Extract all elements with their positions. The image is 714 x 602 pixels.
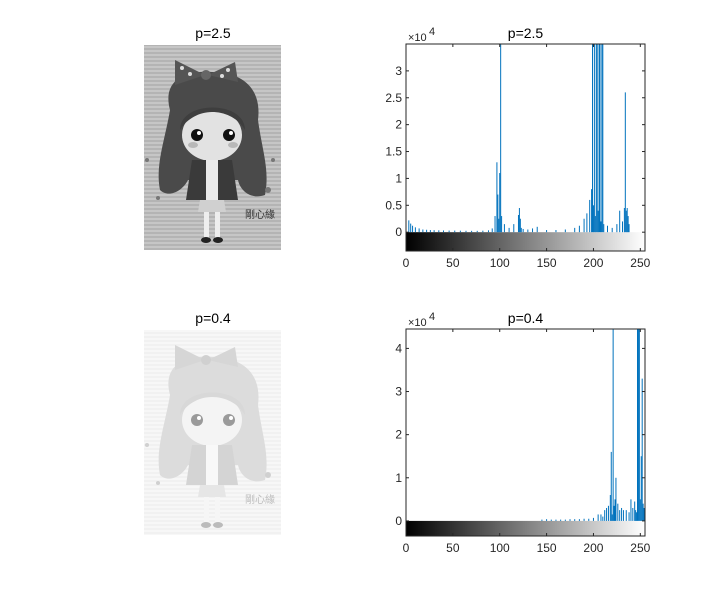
histogram-panel-p2-5: 0 50 100 150 200 250 0 0.5 1 1.5 2 2.5 3 ×10 4 p=2.5 [385,25,650,270]
y-tick-label: 3 [395,64,402,78]
y-tick-label: 0 [395,514,402,528]
axes-frame [405,328,646,537]
histogram-title: p=2.5 [508,25,544,41]
y-tick-label: 1.5 [385,145,402,159]
image-panel-dark: p=2.5 [144,25,281,250]
y-multiplier: ×10 [408,32,427,44]
x-tick-label: 50 [446,541,460,555]
y-tick-label: 0 [395,225,402,239]
y-tick-label: 1 [395,171,402,185]
histogram-title: p=0.4 [508,310,544,326]
x-tick-label: 0 [403,541,410,555]
image-overlay-text-dark: 剛心緣 [245,208,275,221]
x-tick-label: 100 [490,541,510,555]
grayscale-colorbar [406,520,645,536]
image-overlay-text-light: 剛心緣 [245,493,275,506]
x-tick-label: 250 [630,256,650,270]
y-tick-label: 1 [395,471,402,485]
y-tick-label: 2.5 [385,91,402,105]
axes-background [406,329,645,536]
y-tick-label: 4 [395,341,402,355]
x-tick-label: 200 [583,541,603,555]
x-tick-label: 150 [537,256,557,270]
axes-frame [405,43,646,252]
grayscale-colorbar [406,232,645,251]
y-tick-label: 0.5 [385,198,402,212]
x-tick-label: 150 [537,541,557,555]
y-multiplier-exponent: 4 [429,26,435,38]
axes-background [406,44,645,251]
image-title-light: p=0.4 [195,310,231,326]
y-tick-label: 2 [395,428,402,442]
y-tick-label: 2 [395,118,402,132]
image-title-dark: p=2.5 [195,25,231,41]
x-tick-label: 200 [583,256,603,270]
y-tick-label: 3 [395,385,402,399]
y-multiplier: ×10 [408,317,427,329]
x-tick-label: 100 [490,256,510,270]
x-tick-label: 50 [446,256,460,270]
y-multiplier-exponent: 4 [429,311,435,323]
x-tick-label: 0 [403,256,410,270]
girl-cartoon-picture-dark [144,45,281,250]
girl-cartoon-picture-light [144,330,281,535]
image-panel-light: p=0.4 剛心緣 [144,310,281,535]
x-tick-label: 250 [630,541,650,555]
